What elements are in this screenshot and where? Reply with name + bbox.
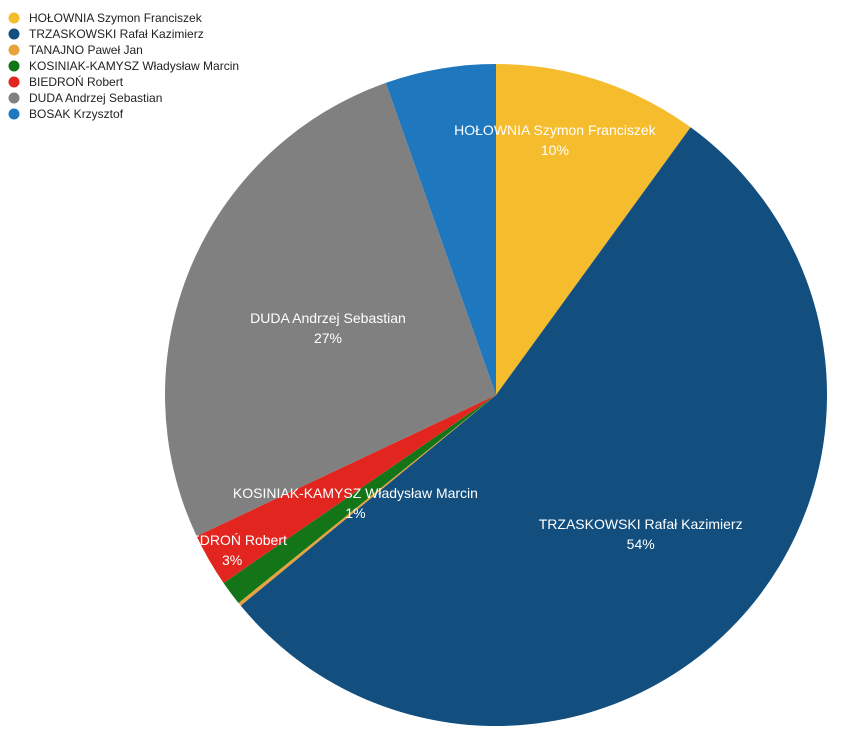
pie-slice-holownia-szymon-franciszek [496, 64, 691, 395]
slice-label-name-biedron-robert: BIEDROŃ Robert [177, 532, 287, 548]
legend-swatch [8, 12, 20, 24]
legend-label: BOSAK Krzysztof [29, 107, 124, 121]
slice-label-name-duda-andrzej-sebastian: DUDA Andrzej Sebastian [250, 310, 406, 326]
slice-label-name-trzaskowski-rafal-kazimierz: TRZASKOWSKI Rafał Kazimierz [539, 516, 743, 532]
pie-slice-biedron-robert [196, 395, 496, 583]
slice-label-name-holownia-szymon-franciszek: HOŁOWNIA Szymon Franciszek [454, 122, 656, 138]
pie-slice-trzaskowski-rafal-kazimierz [240, 127, 827, 726]
legend-label: HOŁOWNIA Szymon Franciszek [29, 11, 203, 25]
slice-label-value-bosak-krzysztof: 6% [377, 64, 397, 80]
pie-slice-tanajno-pawel-jan [238, 395, 496, 606]
legend-label: KOSINIAK-KAMYSZ Władysław Marcin [29, 59, 239, 73]
legend-item-holownia-szymon-franciszek[interactable]: HOŁOWNIA Szymon Franciszek [8, 11, 203, 25]
legend-label: TANAJNO Paweł Jan [29, 43, 143, 57]
pie-slice-bosak-krzysztof [385, 64, 496, 395]
legend-item-biedron-robert[interactable]: BIEDROŃ Robert [8, 74, 124, 89]
legend-swatch [8, 28, 20, 40]
legend-item-tanajno-pawel-jan[interactable]: TANAJNO Paweł Jan [8, 43, 143, 57]
legend-swatch [8, 108, 20, 120]
legend-item-trzaskowski-rafal-kazimierz[interactable]: TRZASKOWSKI Rafał Kazimierz [8, 27, 204, 41]
slice-label-value-duda-andrzej-sebastian: 27% [314, 330, 342, 346]
slice-label-value-biedron-robert: 3% [222, 552, 242, 568]
slice-label-value-kosiniak-kamysz-wladyslaw-marcin: 1% [345, 505, 365, 521]
legend-label: DUDA Andrzej Sebastian [29, 91, 162, 105]
legend-label: BIEDROŃ Robert [29, 74, 124, 89]
pie-slice-labels: HOŁOWNIA Szymon Franciszek 10% TRZASKOWSKI… [177, 44, 742, 567]
slice-label-value-holownia-szymon-franciszek: 10% [541, 142, 569, 158]
legend-item-bosak-krzysztof[interactable]: BOSAK Krzysztof [8, 107, 124, 121]
legend-item-duda-andrzej-sebastian[interactable]: DUDA Andrzej Sebastian [8, 91, 163, 105]
pie-slices [164, 64, 827, 726]
slice-label-name-bosak-krzysztof: BOSAK Krzysztof [332, 44, 442, 60]
legend-swatch [8, 76, 20, 88]
pie-slice-duda-andrzej-sebastian [164, 82, 496, 537]
slice-label-name-kosiniak-kamysz-wladyslaw-marcin: KOSINIAK-KAMYSZ Władysław Marcin [233, 485, 478, 501]
legend-swatch [8, 44, 20, 56]
legend-swatch [8, 92, 20, 104]
legend: HOŁOWNIA Szymon Franciszek TRZASKOWSKI Ra… [8, 11, 240, 121]
slice-label-value-trzaskowski-rafal-kazimierz: 54% [627, 536, 655, 552]
legend-label: TRZASKOWSKI Rafał Kazimierz [29, 27, 204, 41]
pie-slice-kosiniak-kamysz-wladyslaw-marcin [223, 395, 496, 603]
legend-swatch [8, 60, 20, 72]
legend-item-kosiniak-kamysz-wladyslaw-marcin[interactable]: KOSINIAK-KAMYSZ Władysław Marcin [8, 59, 240, 73]
